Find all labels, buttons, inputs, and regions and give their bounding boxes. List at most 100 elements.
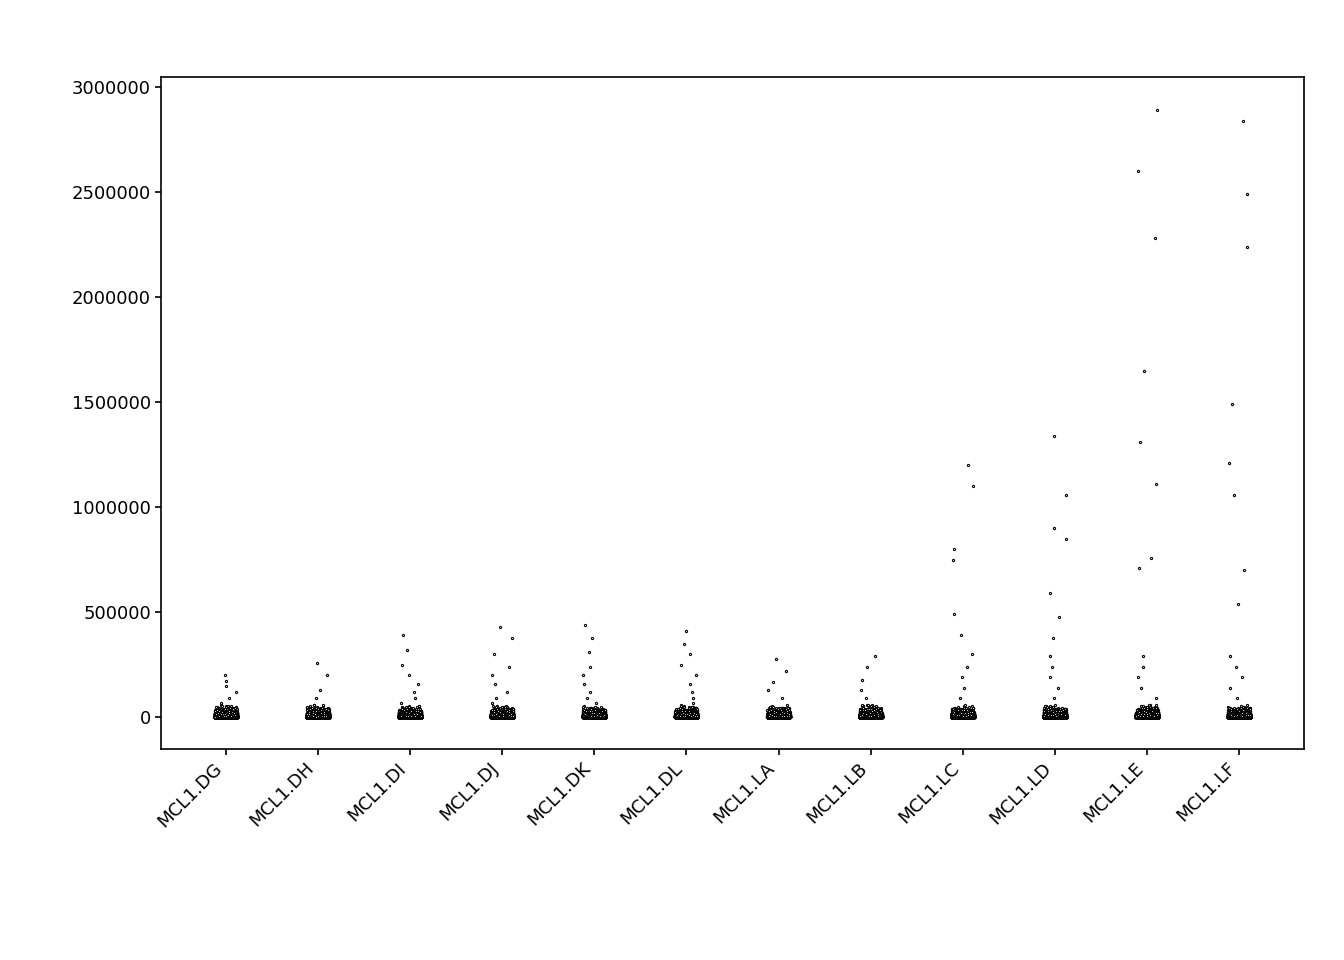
Point [211, 706, 233, 721]
Point [394, 708, 415, 724]
Point [589, 708, 610, 724]
Point [777, 709, 798, 725]
Point [1050, 709, 1071, 725]
Point [868, 708, 890, 724]
Point [1047, 708, 1068, 724]
Point [1035, 708, 1056, 723]
Point [871, 708, 892, 724]
Point [1145, 708, 1167, 723]
Point [302, 709, 324, 725]
Point [390, 708, 411, 724]
Point [222, 709, 243, 725]
Point [675, 709, 696, 725]
Point [495, 709, 516, 725]
Point [864, 709, 886, 725]
Point [206, 709, 227, 725]
Point [407, 708, 429, 724]
Point [1137, 709, 1159, 725]
Point [773, 709, 794, 725]
Point [589, 709, 610, 725]
Point [575, 708, 597, 724]
Point [669, 708, 691, 724]
Point [410, 709, 431, 725]
Point [391, 709, 413, 725]
Point [410, 709, 431, 725]
Point [206, 708, 227, 724]
Point [1140, 708, 1161, 723]
Point [681, 709, 703, 725]
Point [392, 709, 414, 725]
Point [300, 708, 321, 724]
Point [224, 708, 246, 724]
Point [683, 708, 704, 723]
Point [684, 708, 706, 724]
Point [857, 709, 879, 725]
Point [681, 709, 703, 725]
Point [680, 708, 702, 724]
Point [388, 708, 410, 724]
Point [317, 707, 339, 722]
Point [1126, 708, 1148, 723]
Point [591, 704, 613, 719]
Point [870, 708, 891, 724]
Point [392, 709, 414, 725]
Point [1234, 709, 1255, 725]
Point [1046, 709, 1067, 725]
Point [773, 708, 794, 724]
Point [499, 708, 520, 724]
Point [676, 709, 698, 725]
Point [1141, 708, 1163, 724]
Point [206, 706, 227, 721]
Point [763, 709, 785, 725]
Point [590, 709, 612, 725]
Point [778, 709, 800, 725]
Point [956, 709, 977, 725]
Point [593, 707, 614, 722]
Point [759, 709, 781, 725]
Point [673, 709, 695, 725]
Point [304, 706, 325, 721]
Point [685, 709, 707, 725]
Point [946, 708, 968, 724]
Point [1224, 708, 1246, 723]
Point [1219, 709, 1241, 725]
Point [579, 708, 601, 724]
Point [864, 709, 886, 725]
Point [943, 708, 965, 724]
Point [585, 709, 606, 725]
Point [1054, 709, 1075, 725]
Point [492, 708, 513, 724]
Point [497, 709, 519, 725]
Point [1048, 708, 1070, 724]
Point [396, 708, 418, 724]
Point [581, 709, 602, 725]
Point [962, 708, 984, 723]
Point [1222, 709, 1243, 725]
Point [958, 708, 980, 724]
Point [859, 709, 880, 725]
Point [1235, 706, 1257, 721]
Point [958, 708, 980, 724]
Point [594, 708, 616, 723]
Point [496, 708, 517, 724]
Point [493, 709, 515, 725]
Point [391, 709, 413, 725]
Point [409, 709, 430, 725]
Point [964, 709, 985, 725]
Point [482, 709, 504, 725]
Point [409, 709, 430, 725]
Point [1136, 709, 1157, 725]
Point [405, 709, 426, 725]
Point [218, 709, 239, 725]
Point [402, 708, 423, 724]
Point [767, 709, 789, 725]
Point [1226, 708, 1247, 724]
Point [402, 708, 423, 724]
Point [1136, 707, 1157, 722]
Point [216, 709, 238, 725]
Point [687, 709, 708, 725]
Point [1227, 709, 1249, 725]
Point [762, 709, 784, 725]
Point [1134, 709, 1156, 725]
Point [215, 708, 237, 723]
